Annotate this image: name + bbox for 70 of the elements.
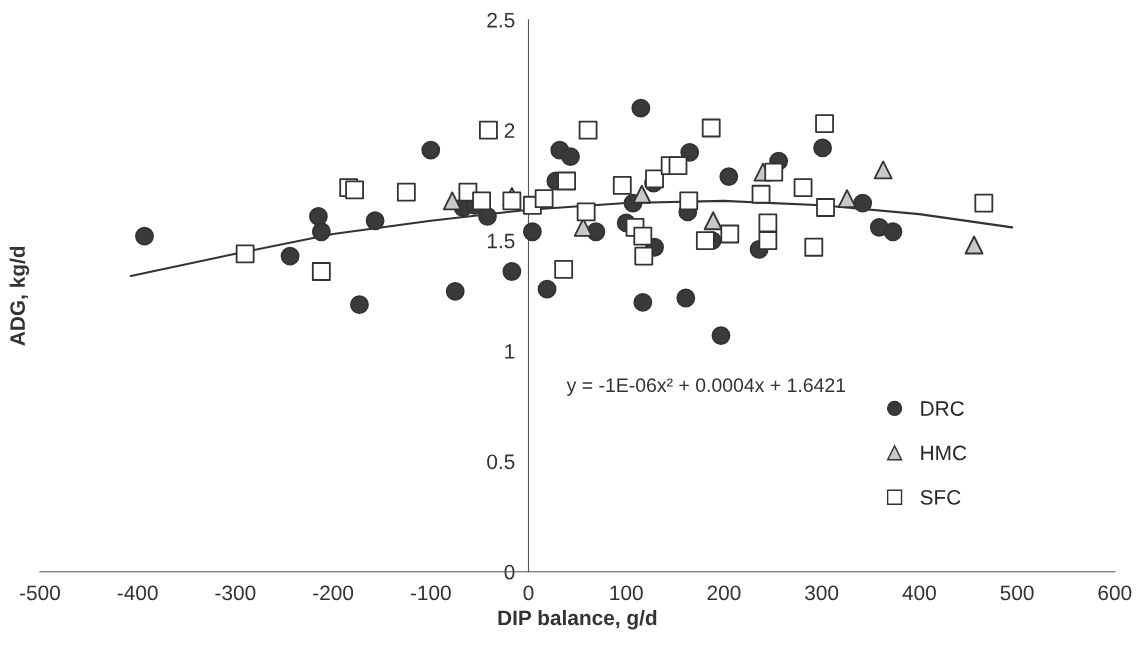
point (578, 120, 598, 140)
point (421, 140, 441, 160)
point (478, 206, 497, 226)
point (679, 191, 699, 211)
legend-label: SFC (920, 489, 961, 505)
y-axis-title: ADG, kg/d (9, 246, 30, 346)
x-tick-label: -200 (313, 585, 354, 601)
point (235, 244, 255, 264)
x-tick-label: 0 (523, 585, 534, 601)
point (676, 288, 696, 308)
point (883, 222, 903, 242)
point (445, 281, 465, 301)
y-tick-label: 2 (504, 123, 515, 138)
point (645, 169, 664, 189)
point (804, 237, 824, 257)
point (974, 193, 994, 213)
point (632, 184, 652, 204)
x-tick-label: 600 (1098, 585, 1132, 601)
point (631, 98, 651, 118)
x-tick-label: 100 (610, 585, 643, 601)
x-tick-label: 200 (707, 585, 741, 601)
point (813, 138, 833, 158)
x-tick-label: -100 (410, 585, 451, 601)
point (764, 162, 784, 182)
annotation: y = -1E-06x² + 0.0004x + 1.6421 (566, 378, 846, 396)
point (853, 193, 873, 213)
point (280, 246, 300, 266)
point (442, 191, 462, 211)
point (561, 147, 580, 167)
point (719, 167, 739, 186)
y-tick-label: 1 (505, 344, 515, 359)
y-tick-label: 1.5 (487, 233, 515, 249)
point (135, 226, 154, 246)
point (365, 211, 385, 231)
x-tick-label: 300 (805, 585, 839, 601)
point (633, 293, 653, 312)
point (396, 182, 416, 202)
point (837, 189, 857, 209)
point (634, 246, 654, 266)
point (576, 202, 596, 222)
point (537, 279, 557, 299)
x-tick-label: -400 (117, 585, 158, 601)
point (309, 206, 328, 226)
point (701, 118, 721, 138)
point (557, 171, 577, 191)
point (703, 211, 723, 231)
point (633, 226, 653, 246)
legend-label: DRC (921, 401, 964, 416)
x-tick-label: 500 (1000, 585, 1034, 601)
y-tick-label: 0.5 (487, 454, 515, 470)
point (964, 235, 984, 255)
point (695, 231, 715, 251)
x-axis-title: DIP balance, g/d (498, 609, 657, 630)
x-tick-label: -300 (215, 585, 256, 601)
point (873, 160, 893, 180)
point (502, 191, 522, 211)
point (534, 189, 554, 209)
point (472, 191, 491, 211)
x-tick-label: -500 (20, 585, 60, 601)
point (350, 295, 369, 315)
x-tick-label: 400 (902, 585, 936, 601)
point (311, 222, 331, 242)
point (522, 222, 542, 242)
point (680, 142, 700, 162)
point (345, 180, 364, 200)
point (711, 326, 731, 345)
point (668, 156, 688, 175)
legend-label: HMC (921, 445, 967, 461)
point (502, 262, 522, 281)
y-tick-label: 2.5 (487, 12, 515, 28)
